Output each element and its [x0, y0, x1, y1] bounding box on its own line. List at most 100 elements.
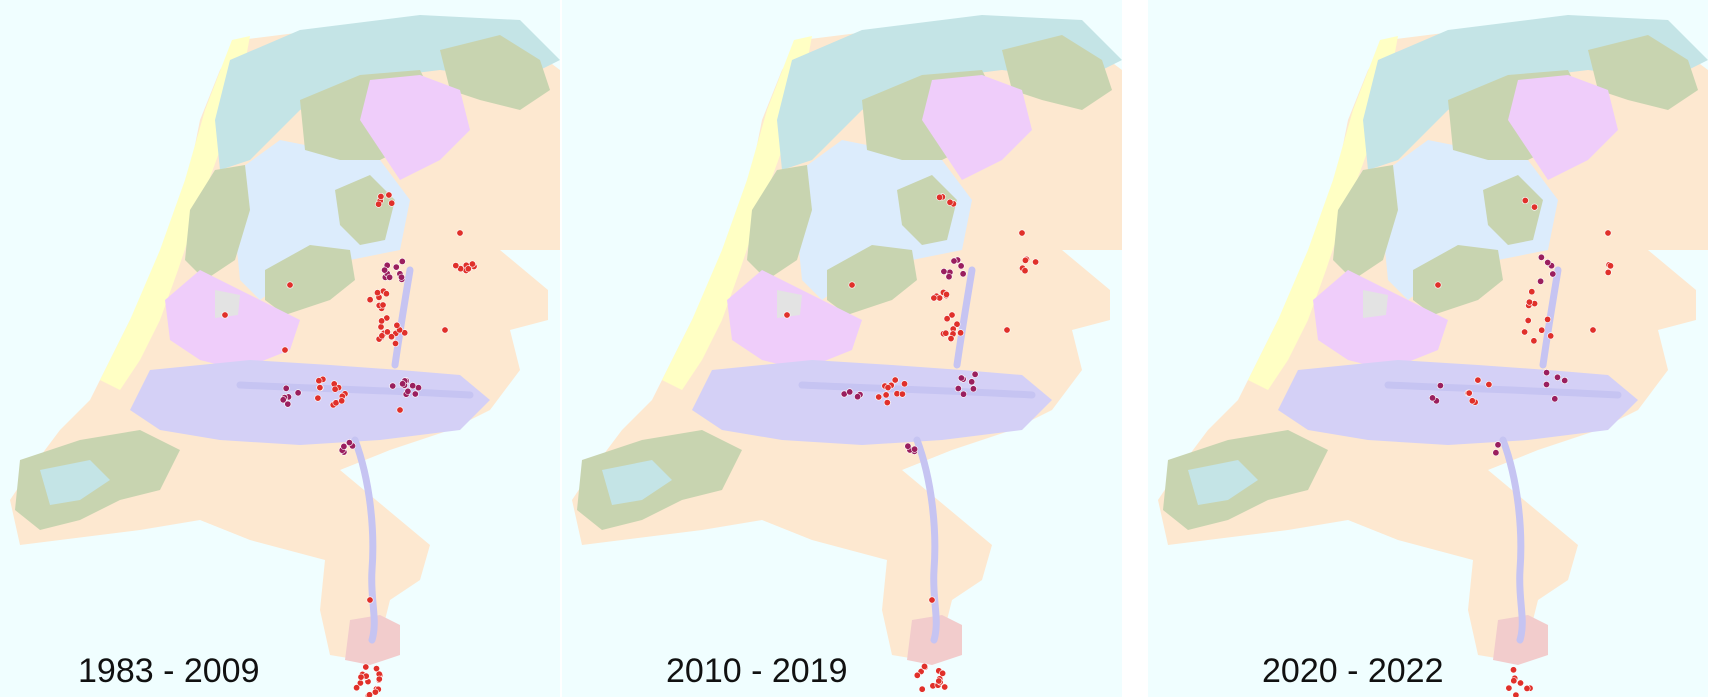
observation-dot: [1492, 449, 1500, 457]
observation-dot: [1542, 380, 1550, 388]
observation-dot: [385, 191, 393, 199]
clay-flevoland-north: [897, 175, 957, 245]
river-area: [1278, 360, 1638, 445]
observation-dot: [353, 684, 361, 692]
observation-dot: [396, 406, 404, 414]
observation-dot: [284, 400, 292, 408]
observation-dot: [345, 439, 353, 447]
observation-dot: [1530, 337, 1538, 345]
observation-dot: [414, 384, 422, 392]
observation-dot: [959, 270, 967, 278]
observation-dot: [942, 329, 950, 337]
observation-dot: [1512, 691, 1520, 697]
observation-dot: [1606, 262, 1614, 270]
clay-flevoland-north: [335, 175, 395, 245]
observation-dot: [1547, 332, 1555, 340]
observation-dot: [918, 685, 926, 693]
observation-dot: [930, 294, 938, 302]
observation-dot: [957, 262, 965, 270]
observation-dot: [375, 200, 383, 208]
observation-dot: [891, 376, 899, 384]
river-ijssel: [953, 266, 976, 369]
observation-dot: [1604, 229, 1612, 237]
observation-dot: [1538, 326, 1546, 334]
observation-dot: [366, 296, 374, 304]
observation-dot: [389, 382, 397, 390]
observation-dot: [945, 273, 953, 281]
map-panel-2010-2019: 2010 - 2019: [562, 0, 1122, 697]
urban-zone: [777, 290, 802, 318]
observation-dot: [338, 397, 346, 405]
observation-dot: [1505, 684, 1513, 692]
observation-dot: [1485, 380, 1493, 388]
observation-dot: [1523, 684, 1531, 692]
observation-dot: [366, 691, 373, 697]
observation-dot: [1021, 256, 1029, 264]
observation-dot: [941, 683, 949, 691]
observation-dot: [392, 263, 400, 271]
observation-dot: [1537, 253, 1545, 261]
observation-dot: [971, 370, 979, 378]
dune-strip: [662, 36, 812, 390]
observation-dot: [388, 199, 396, 207]
netherlands-map: [562, 0, 1122, 697]
observation-dot: [441, 326, 449, 334]
netherlands-map: [1148, 0, 1708, 697]
river-ijssel: [391, 266, 414, 369]
clay-noord-holland: [1333, 165, 1398, 280]
observation-dot: [1434, 281, 1442, 289]
observation-dot: [947, 335, 955, 343]
clay-flevoland-north: [1483, 175, 1543, 245]
observation-dot: [1551, 395, 1559, 403]
urban-zone: [1363, 290, 1388, 318]
observation-dot: [1544, 315, 1552, 323]
observation-dot: [943, 315, 951, 323]
observation-dot: [331, 385, 339, 393]
observation-dot: [362, 663, 370, 671]
observation-dot: [942, 290, 950, 298]
dune-strip: [100, 36, 250, 390]
observation-dot: [882, 391, 890, 399]
observation-dot: [1553, 373, 1561, 381]
observation-dot: [936, 193, 944, 201]
observation-dot: [1521, 197, 1529, 205]
river-maas: [1499, 436, 1526, 644]
river-rhine: [1384, 381, 1622, 399]
observation-dot: [935, 677, 943, 685]
period-label: 1983 - 2009: [78, 652, 260, 690]
observation-dot: [1018, 229, 1026, 237]
observation-dot: [954, 384, 962, 392]
observation-dot: [281, 346, 289, 354]
observation-dot: [379, 301, 387, 309]
observation-dot: [959, 390, 967, 398]
observation-dot: [904, 442, 912, 450]
observation-dot: [928, 596, 936, 604]
clay-noord-holland: [185, 165, 250, 280]
observation-dot: [1003, 326, 1011, 334]
observation-dot: [939, 669, 947, 677]
observation-dot: [377, 323, 385, 331]
observation-dot: [1516, 679, 1524, 687]
observation-dot: [409, 382, 417, 390]
observation-dot: [452, 262, 460, 270]
observation-dot: [378, 317, 386, 325]
observation-dot: [940, 267, 948, 275]
observation-dot: [948, 311, 956, 319]
observation-dot: [366, 596, 374, 604]
clay-groningen: [1588, 35, 1698, 110]
observation-dot: [315, 377, 323, 385]
observation-dot: [399, 380, 407, 388]
clay-flevoland-south: [265, 245, 355, 315]
observation-dot: [1543, 369, 1551, 377]
observation-dot: [1530, 203, 1538, 211]
observation-dot: [957, 374, 965, 382]
observation-dot: [1524, 316, 1532, 324]
river-ijssel: [1539, 266, 1562, 369]
observation-dot: [1561, 376, 1569, 384]
wadden-delta: [602, 460, 672, 505]
observation-dot: [1428, 394, 1436, 402]
observation-dot: [1549, 270, 1557, 278]
observation-dot: [382, 290, 390, 298]
clay-flevoland-south: [1413, 245, 1503, 315]
observation-dot: [946, 198, 954, 206]
